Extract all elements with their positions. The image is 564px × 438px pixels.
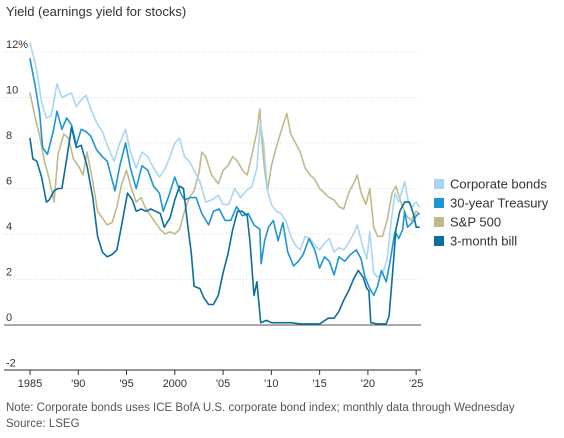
legend-label-0: Corporate bonds (450, 177, 547, 192)
y-tick-label-7: -2 (6, 358, 16, 370)
legend-swatch-2 (434, 217, 444, 227)
series-line-3-month-bill (29, 126, 420, 325)
grid-lines (4, 51, 421, 371)
x-tick-label-7: '20 (361, 378, 375, 390)
x-tick-label-8: '25 (409, 378, 423, 390)
series-lines (29, 42, 420, 325)
y-tick-label-4: 4 (6, 221, 12, 233)
y-tick-label-5: 2 (6, 267, 12, 279)
legend: Corporate bonds 30-year Treasury S&P 500 3-… (434, 177, 549, 249)
legend-swatch-1 (434, 198, 444, 208)
legend-label-1: 30-year Treasury (450, 196, 549, 211)
x-tick-label-5: '10 (264, 378, 278, 390)
chart-source: Source: LSEG (6, 418, 80, 430)
x-tick-label-2: '95 (119, 378, 133, 390)
chart-note: Note: Corporate bonds uses ICE BofA U.S.… (6, 402, 515, 414)
chart-subtitle: Yield (earnings yield for stocks) (6, 4, 186, 19)
x-tick-label-0: 1985 (18, 378, 42, 390)
legend-label-2: S&P 500 (450, 215, 501, 230)
x-axis: 1985 '90 '95 2000 '05 '10 '15 '20 '25 (4, 369, 423, 390)
x-tick-label-4: '05 (216, 378, 230, 390)
legend-label-3: 3-month bill (450, 234, 517, 249)
series-line-s-p-500 (29, 92, 420, 238)
y-axis-tick-labels: 12% 10 8 6 4 2 0 -2 (6, 39, 28, 370)
y-tick-label-1: 10 (6, 85, 18, 97)
x-tick-label-3: 2000 (163, 378, 187, 390)
y-tick-label-3: 6 (6, 176, 12, 188)
legend-swatch-3 (434, 236, 444, 246)
legend-swatch-0 (434, 179, 444, 189)
y-tick-label-6: 0 (6, 312, 12, 324)
y-tick-label-2: 8 (6, 130, 12, 142)
x-tick-label-1: '90 (71, 378, 85, 390)
x-tick-label-6: '15 (312, 378, 326, 390)
series-line-corporate-bonds (29, 42, 420, 278)
y-tick-label-0: 12% (6, 39, 28, 51)
